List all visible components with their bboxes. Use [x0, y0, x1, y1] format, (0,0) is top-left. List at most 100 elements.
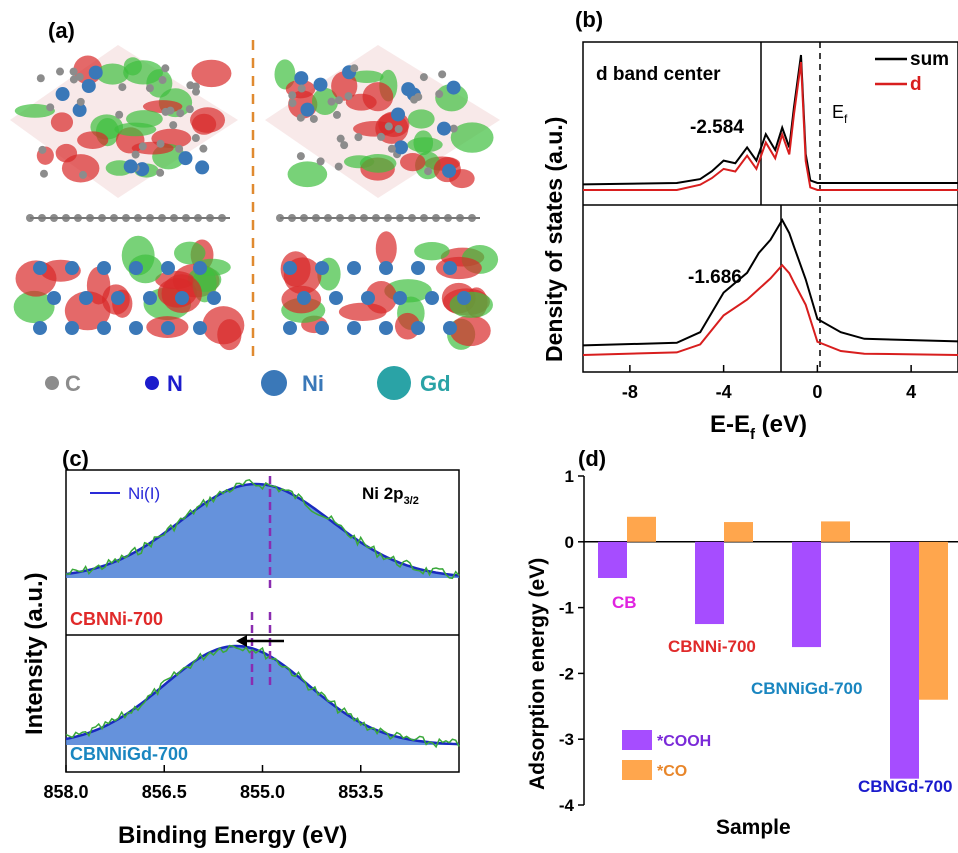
c-atom [296, 152, 305, 161]
bar-COOH-1 [695, 541, 724, 625]
c-atom [56, 67, 65, 76]
panel-c-xlabel: Binding Energy (eV) [118, 822, 347, 849]
c-atom [336, 134, 345, 143]
charge-density-blob [287, 161, 328, 188]
charge-density-blob [217, 319, 242, 351]
ni-atom [391, 107, 406, 122]
c-xtick-label: 853.5 [338, 782, 383, 802]
c-atom [435, 90, 444, 99]
d-band-center-label: d band center [596, 64, 721, 85]
bar-CO-0 [627, 516, 656, 542]
fermi-label: Ef [832, 102, 848, 126]
panel-d-xlabel: Sample [716, 816, 791, 839]
sample-label-bottom: CBNNiGd-700 [70, 744, 188, 764]
b-xtick-label: 0 [812, 382, 822, 402]
side-view-left [13, 214, 245, 351]
b-xtick-label: -4 [716, 382, 732, 402]
charge-density-blob [435, 256, 482, 280]
panel-b-letter: (b) [575, 7, 603, 32]
c-atom [69, 67, 78, 76]
c-atom [424, 167, 433, 176]
category-label: CB [612, 593, 637, 612]
c-atom [36, 74, 45, 83]
charge-density-blob [274, 59, 296, 90]
charge-density-blob [407, 109, 435, 129]
ni-atom [313, 77, 328, 92]
c-atom [131, 150, 140, 159]
panel-b-xlabel: E-Ef (eV) [710, 411, 807, 443]
ni-atom [97, 321, 111, 335]
charge-density-blob [77, 131, 109, 149]
c-atom [176, 109, 185, 118]
dos-d-bottom [582, 263, 958, 356]
c-atom [158, 76, 167, 85]
c-atom [394, 125, 403, 134]
ni-atom [79, 291, 93, 305]
c-atom [354, 133, 363, 142]
c-atom [76, 97, 85, 106]
legend-d-label: d [910, 74, 922, 95]
charge-density-blob [400, 153, 426, 172]
charge-density-blob [174, 241, 206, 265]
ni-i-fill-top [66, 484, 459, 578]
c-atom [340, 141, 349, 150]
ni-atom [297, 291, 311, 305]
side-view-right [276, 214, 499, 350]
c-atom [79, 170, 88, 179]
legend-n-atom [145, 376, 159, 390]
ni-atom [72, 103, 87, 118]
legend-ni-atom [261, 370, 287, 396]
c-atom [344, 92, 353, 101]
ni-atom [175, 291, 189, 305]
d-ytick-label: 1 [565, 467, 574, 486]
c-atom [377, 132, 386, 141]
b-xtick-label: 4 [906, 382, 916, 402]
ni-atom [347, 321, 361, 335]
c-atom [449, 124, 458, 133]
legend-sum-label: sum [910, 49, 949, 70]
c-atom [161, 107, 170, 116]
ni-atom [436, 121, 451, 136]
panel-b-legend: sum d [875, 49, 949, 95]
c-xtick-label: 858.0 [43, 782, 88, 802]
dos-sum-top [582, 54, 958, 186]
legend-gd-atom [377, 366, 411, 400]
ni-atom [442, 163, 457, 178]
charge-density-blob [311, 87, 339, 115]
charge-density-blob [450, 122, 494, 153]
atom-legend: C N Ni Gd [45, 366, 451, 400]
panel-c-letter: (c) [62, 446, 89, 471]
panel-d-letter: (d) [578, 446, 606, 471]
category-label: CBNNiGd-700 [751, 679, 862, 698]
ni-atom [207, 291, 221, 305]
ni-atom [111, 291, 125, 305]
ni-atom [193, 321, 207, 335]
c-atom [185, 105, 194, 114]
c-atom [199, 144, 208, 153]
charge-density-blob [96, 63, 129, 85]
ni-atom [401, 82, 416, 97]
ni-i-fit-top [65, 482, 460, 577]
charge-density-blob [191, 59, 232, 88]
ni-atom [329, 291, 343, 305]
c-atom [414, 92, 423, 101]
charge-density-blob [14, 104, 55, 118]
legend-n-label: N [167, 371, 183, 396]
top-center-value: -2.584 [690, 117, 744, 138]
c-atom [334, 96, 343, 105]
charge-density-blob [350, 70, 384, 84]
c-atom [175, 144, 184, 153]
top-view-right [265, 45, 500, 198]
ni-atom [195, 160, 210, 175]
c-atom [169, 121, 178, 130]
charge-density-blob [190, 107, 226, 133]
ni-atom [33, 321, 47, 335]
charge-density-blob [407, 137, 443, 153]
legend-ni-label: Ni [302, 371, 324, 396]
charge-density-blob [449, 291, 493, 318]
ni-atom [443, 261, 457, 275]
ni-atom [283, 261, 297, 275]
legend-label: *CO [657, 763, 687, 780]
ni-atom [65, 261, 79, 275]
c-xtick-label: 856.5 [142, 782, 187, 802]
